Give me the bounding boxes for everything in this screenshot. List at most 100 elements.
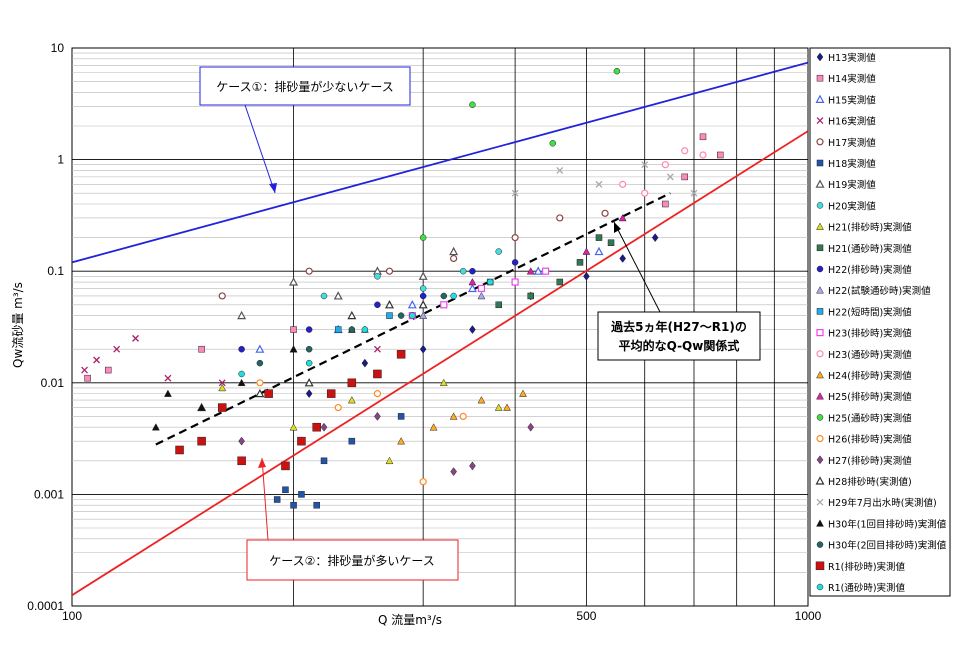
series-group	[256, 292, 448, 367]
data-point	[459, 412, 467, 420]
data-point	[132, 334, 140, 342]
legend-label: H25(排砂時)実測値	[828, 391, 912, 403]
data-point	[397, 312, 405, 319]
legend-marker	[816, 159, 824, 167]
data-point	[419, 285, 427, 292]
data-point	[641, 189, 649, 197]
legend-label: H25(通砂時)実測値	[828, 412, 912, 424]
data-point	[651, 233, 659, 243]
legend-label: H27(排砂時)実測値	[828, 455, 912, 467]
data-point	[217, 403, 227, 412]
data-point	[305, 267, 313, 275]
data-point	[439, 378, 448, 387]
data-point	[717, 151, 724, 159]
data-point	[237, 456, 246, 466]
data-point	[164, 374, 172, 382]
data-point	[289, 423, 298, 431]
data-point	[459, 267, 467, 275]
data-point	[699, 151, 707, 159]
data-point	[661, 161, 669, 169]
legend-marker	[816, 370, 824, 379]
series-group	[218, 209, 609, 300]
data-point	[449, 246, 459, 256]
legend-label: H16実測値	[828, 116, 876, 128]
data-point	[449, 412, 458, 420]
data-point	[305, 389, 313, 399]
average-callout-arrow	[613, 221, 661, 313]
data-point	[237, 378, 246, 387]
series-group	[218, 378, 503, 465]
legend-marker	[816, 498, 824, 506]
data-point	[469, 461, 476, 471]
data-point	[511, 259, 519, 266]
series-group	[320, 248, 502, 300]
data-point	[601, 209, 609, 217]
data-point	[198, 345, 205, 353]
data-point	[495, 301, 502, 309]
data-point	[477, 291, 486, 300]
series-group	[495, 234, 615, 309]
legend-marker	[816, 138, 824, 146]
data-point	[576, 259, 584, 266]
data-point	[347, 396, 356, 404]
case1-line	[72, 61, 808, 264]
data-point	[289, 345, 298, 353]
legend-marker	[816, 265, 824, 273]
legend-label: H13実測値	[828, 52, 876, 64]
data-point	[641, 161, 649, 169]
legend-marker	[816, 455, 824, 465]
data-point	[613, 67, 621, 75]
average-callout-line1: 過去5ヵ年(H27～R1)の	[610, 319, 747, 334]
data-point	[469, 267, 476, 275]
data-point	[347, 310, 357, 320]
legend-marker	[816, 329, 824, 337]
data-point	[511, 278, 519, 286]
legend-marker	[816, 117, 824, 125]
x-tick-label: 500	[576, 609, 596, 623]
y-tick-label: 0.001	[34, 487, 64, 501]
data-point	[681, 147, 689, 155]
legend-marker	[816, 222, 824, 230]
data-point	[347, 378, 357, 388]
data-point	[255, 388, 265, 398]
case2-callout-text: ケース②：排砂量が多いケース	[269, 553, 435, 568]
data-point	[313, 501, 320, 509]
data-point	[469, 101, 476, 109]
data-point	[494, 403, 503, 411]
data-point	[304, 378, 314, 387]
data-point	[218, 379, 226, 387]
data-point	[334, 403, 342, 412]
data-point	[619, 254, 626, 263]
legend-marker	[816, 286, 824, 294]
data-point	[305, 359, 313, 367]
y-tick-label: 0.01	[41, 376, 65, 390]
series-group	[238, 259, 519, 353]
case2-callout-box	[246, 539, 459, 581]
data-point	[556, 166, 564, 174]
data-point	[218, 292, 226, 300]
data-point	[511, 189, 519, 197]
legend-marker	[816, 583, 824, 591]
legend-label: R1(通砂時)実測値	[828, 582, 906, 594]
data-point	[374, 301, 381, 309]
case1-arrowhead	[269, 183, 277, 193]
data-point	[298, 491, 305, 498]
series-group	[84, 133, 724, 382]
legend-label: H18実測値	[828, 158, 876, 170]
data-point	[594, 246, 604, 256]
data-point	[407, 300, 417, 309]
legend-label: H14実測値	[828, 73, 876, 85]
data-point	[361, 358, 369, 368]
case2-line	[72, 130, 808, 596]
data-point	[175, 445, 184, 455]
legend-marker	[816, 74, 824, 82]
legend-label: H23(通砂時)実測値	[828, 349, 912, 361]
legend-marker	[816, 519, 824, 527]
legend: H13実測値 H14実測値 H15実測値 H16実測値 H17実測値 H18実測値 H19実…	[809, 47, 951, 597]
data-point	[197, 403, 206, 411]
series-group	[619, 147, 707, 197]
data-point	[440, 292, 448, 300]
tick-labels: 100 500 1000 10 1 0.1 0.01 0.001 0.0001	[27, 41, 821, 623]
y-tick-label: 10	[51, 41, 65, 55]
